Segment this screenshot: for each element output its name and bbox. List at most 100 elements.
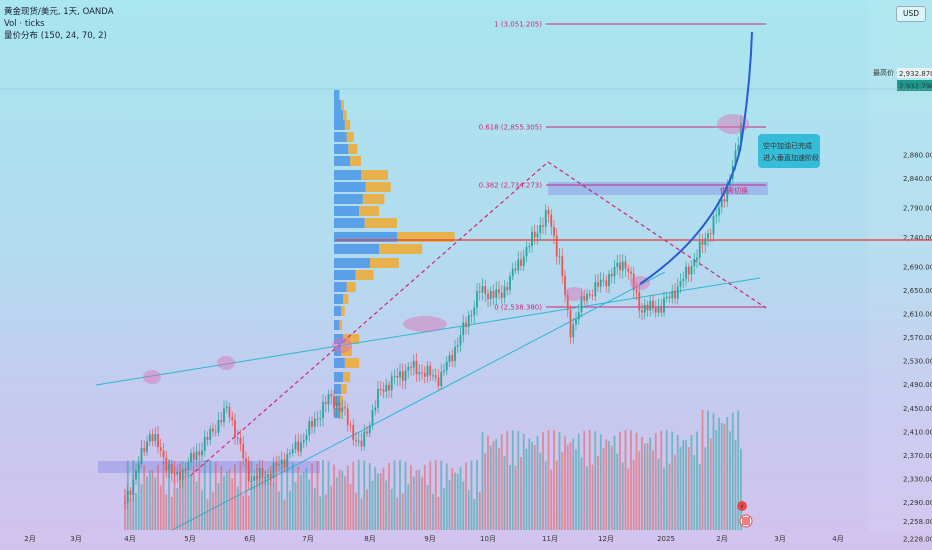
volume-bar — [206, 499, 209, 530]
volume-profile-bar — [334, 270, 356, 280]
candle-body — [591, 295, 594, 297]
candle-body — [454, 346, 456, 361]
volume-bar — [630, 430, 632, 530]
volume-bar — [267, 475, 269, 530]
volume-bar — [379, 473, 382, 530]
candle-body — [470, 315, 473, 317]
volume-bar — [245, 460, 247, 530]
volume-bar — [256, 463, 258, 530]
volume-profile-bar — [334, 294, 343, 304]
candle-body — [608, 273, 610, 287]
candle-body — [481, 286, 484, 293]
volume-profile-bar — [334, 358, 345, 368]
volume-bar — [671, 431, 674, 530]
candle-body — [492, 290, 495, 298]
lightning-glyph: ⚡ — [740, 503, 745, 511]
price-axis[interactable]: 3,000.0002,880.0002,840.0002,790.0002,74… — [868, 0, 932, 544]
volume-bar — [311, 463, 313, 530]
volume-profile-indicator-label[interactable]: 量价分布 (150, 24, 70, 2) — [4, 31, 107, 41]
candle-body — [434, 375, 437, 378]
volume-profile-bar — [346, 282, 356, 292]
candle-body — [627, 268, 630, 272]
fibonacci-retracement[interactable]: 1 (3,051.205) 0.618 (2,855.305) 0.382 (2,7… — [479, 21, 766, 312]
volume-bar — [410, 465, 412, 530]
candle-body — [410, 366, 412, 368]
volume-bar — [473, 498, 476, 530]
candle-body — [335, 402, 338, 409]
candle-body — [146, 441, 148, 453]
volume-bar — [561, 452, 564, 530]
volume-bar — [385, 480, 388, 530]
volume-bar — [247, 495, 250, 530]
candle-body — [360, 440, 363, 447]
volume-bar — [377, 473, 379, 530]
candle-body — [533, 231, 536, 238]
volume-bar — [665, 430, 668, 530]
volume-bar — [586, 466, 588, 530]
candle-body — [305, 435, 308, 441]
candle-body — [311, 420, 313, 427]
volume-bar — [558, 432, 561, 530]
candle-body — [577, 312, 580, 320]
volume-bar — [660, 430, 663, 530]
candle-body — [352, 425, 355, 440]
volume-profile-bar — [350, 156, 361, 166]
candle-body — [396, 375, 399, 378]
price-axis-tick: 2,290.000 — [903, 499, 932, 507]
candle-body — [712, 216, 715, 235]
candle-body — [437, 377, 440, 386]
time-axis-tick: 3月 — [774, 535, 785, 543]
volume-bar — [522, 433, 525, 530]
volume-bar — [718, 417, 720, 530]
volume-bar — [709, 438, 712, 530]
volume-profile-bar — [334, 306, 342, 316]
candle-body — [190, 452, 192, 463]
candle-body — [294, 441, 297, 450]
volume-bar — [478, 491, 481, 530]
candle-body — [209, 428, 212, 440]
volume-bar — [181, 479, 184, 530]
volume-bar — [393, 460, 396, 530]
volume-bar — [621, 462, 624, 530]
time-axis-tick: 2月 — [716, 535, 727, 543]
volume-bar — [316, 460, 319, 530]
volume-bar — [476, 460, 478, 530]
candle-body — [357, 440, 360, 442]
volume-profile-bar — [334, 170, 361, 180]
candle-body — [432, 375, 434, 377]
volume-bar — [371, 480, 374, 530]
volume-bar — [401, 493, 404, 530]
volume-profile-bar — [334, 334, 343, 344]
time-axis-tick: 4月 — [832, 535, 843, 543]
candle-body — [228, 406, 231, 417]
lightning-icon[interactable] — [737, 501, 747, 511]
time-axis[interactable]: 2月 3月 4月 5月 6月 7月 8月 9月 10月 11月 12月 2025 2月 3月 4月 — [24, 535, 843, 543]
volume-bar — [693, 454, 696, 530]
volume-profile-bar — [343, 110, 347, 120]
volume-bar — [643, 443, 646, 530]
candle-body — [129, 490, 132, 495]
candle-body — [489, 290, 492, 300]
candle-body — [660, 307, 663, 313]
currency-button[interactable]: USD — [896, 6, 926, 22]
candle-body — [214, 431, 217, 433]
volume-indicator-label[interactable]: Vol · ticks — [4, 19, 45, 29]
candle-body — [151, 434, 154, 442]
candle-body — [231, 416, 234, 421]
volume-bar — [533, 445, 536, 530]
volume-bar — [289, 490, 291, 530]
volume-bar — [696, 431, 698, 530]
candle-body — [616, 262, 619, 267]
volume-bar — [390, 488, 393, 530]
symbol-title[interactable]: 黄金现货/美元, 1天, OANDA — [4, 7, 114, 17]
candle-body — [399, 371, 401, 378]
candle-body — [561, 256, 564, 276]
candle-body — [704, 238, 707, 245]
volume-bar — [575, 449, 577, 530]
candle-body — [723, 199, 726, 202]
volume-bar — [487, 435, 489, 530]
candle-body — [355, 439, 357, 442]
volume-profile-bar — [361, 170, 388, 180]
